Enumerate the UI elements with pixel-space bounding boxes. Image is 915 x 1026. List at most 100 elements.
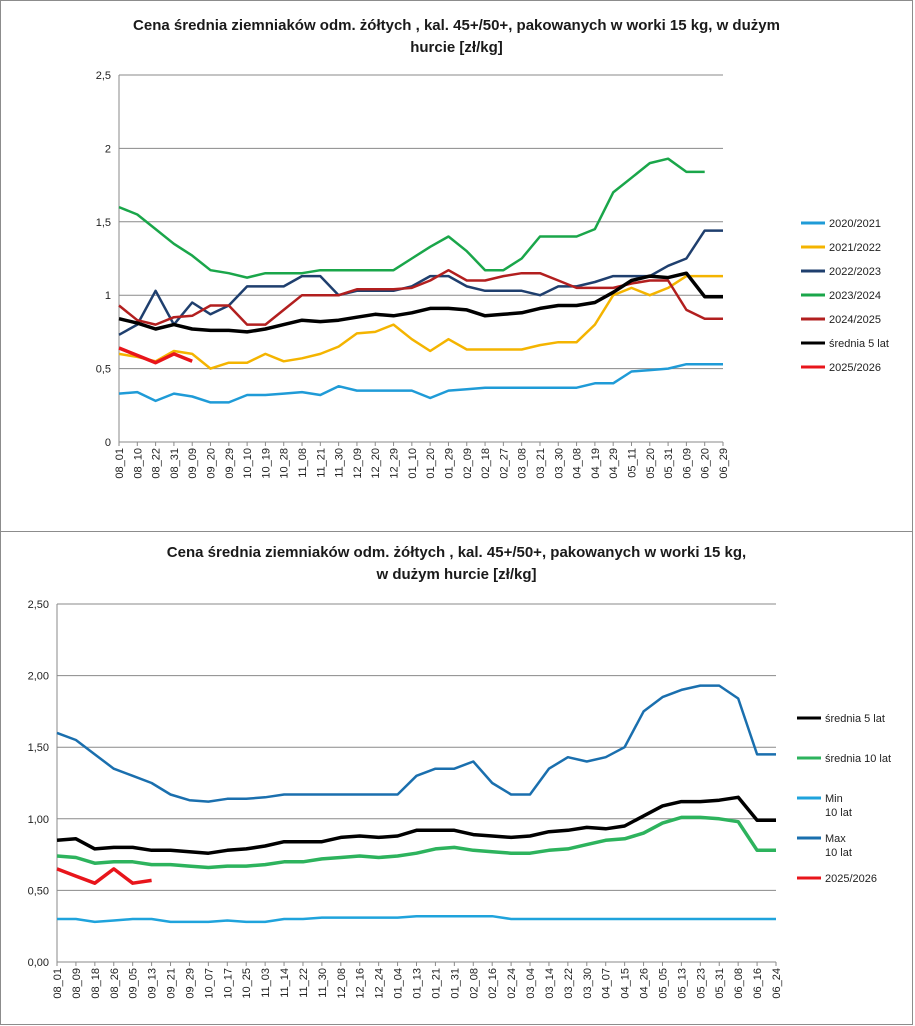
x-tick-label: 01_29 (443, 448, 455, 479)
chart-panel-1: Cena średnia ziemniaków odm. żółtych , k… (0, 0, 913, 532)
y-tick-label: 0,5 (96, 364, 111, 376)
x-tick-label: 08_18 (90, 968, 102, 999)
chart-panel-2: Cena średnia ziemniaków odm. żółtych , k… (0, 531, 913, 1025)
x-tick-label: 06_08 (733, 968, 745, 999)
chart-1-title-line1: Cena średnia ziemniaków odm. żółtych , k… (133, 17, 780, 34)
x-tick-label: 03_21 (535, 448, 547, 479)
y-tick-label: 1,5 (96, 217, 111, 229)
legend-label: 2023/2024 (829, 290, 881, 302)
x-tick-label: 04_29 (608, 448, 620, 479)
x-tick-label: 02_08 (468, 968, 480, 999)
x-tick-label: 04_07 (601, 968, 613, 999)
x-tick-label: 10_10 (242, 448, 254, 479)
x-tick-label: 06_29 (718, 448, 730, 479)
legend-label: Max (825, 833, 846, 845)
series-line-3 (56, 684, 776, 803)
x-tick-label: 06_16 (752, 968, 764, 999)
series-line-1 (56, 815, 776, 870)
x-tick-label: 04_19 (590, 448, 602, 479)
series-line-5 (118, 271, 723, 334)
x-tick-label: 01_21 (430, 968, 442, 999)
legend-label: 2025/2026 (829, 362, 881, 374)
x-tick-label: 01_31 (449, 968, 461, 999)
legend-label: średnia 10 lat (825, 753, 891, 765)
legend-label: 2021/2022 (829, 242, 881, 254)
x-tick-label: 05_23 (695, 968, 707, 999)
x-tick-label: 11_22 (298, 968, 310, 998)
x-tick-label: 11_21 (315, 448, 327, 478)
x-tick-label: 06_20 (700, 448, 712, 479)
x-tick-label: 02_09 (462, 448, 474, 479)
series-line-4 (118, 268, 723, 326)
x-tick-label: 09_29 (224, 448, 236, 479)
x-tick-label: 12_08 (336, 968, 348, 999)
chart-2-title-line2: w dużym hurcie [zł/kg] (376, 566, 537, 583)
x-tick-label: 04_26 (639, 968, 651, 999)
series-line-4 (56, 867, 152, 885)
chart-2-title: Cena średnia ziemniaków odm. żółtych , k… (1, 542, 912, 586)
series-line-0 (56, 795, 776, 855)
series-line-2 (118, 229, 723, 336)
x-tick-label: 10_25 (241, 968, 253, 999)
x-tick-label: 11_08 (297, 448, 309, 478)
series-line-3 (118, 157, 705, 279)
x-tick-label: 09_20 (206, 448, 218, 479)
x-tick-label: 11_30 (317, 968, 329, 998)
x-tick-label: 11_30 (334, 448, 346, 478)
x-tick-label: 04_08 (572, 448, 584, 479)
series-line-1 (118, 274, 723, 370)
x-tick-label: 06_09 (681, 448, 693, 479)
x-tick-label: 03_30 (582, 968, 594, 999)
x-tick-label: 02_16 (487, 968, 499, 999)
legend-label-line2: 10 lat (825, 807, 852, 819)
legend-label: średnia 5 lat (829, 338, 889, 350)
x-tick-label: 01_04 (393, 968, 405, 999)
x-tick-label: 05_11 (626, 448, 638, 478)
x-tick-label: 09_29 (184, 968, 196, 999)
x-tick-label: 12_16 (355, 968, 367, 999)
x-tick-label: 12_09 (352, 448, 364, 479)
series-line-6 (118, 346, 193, 365)
x-tick-label: 02_18 (480, 448, 492, 479)
y-tick-label: 0,00 (28, 957, 49, 969)
x-tick-label: 08_01 (52, 968, 64, 999)
chart-2-title-line1: Cena średnia ziemniaków odm. żółtych , k… (166, 544, 747, 561)
x-tick-label: 01_10 (407, 448, 419, 479)
x-tick-label: 12_29 (389, 448, 401, 479)
y-tick-label: 1,50 (28, 742, 49, 754)
chart-1-title: Cena średnia ziemniaków odm. żółtych , k… (1, 15, 912, 59)
chart-1-title-line2: hurcie [zł/kg] (410, 39, 503, 56)
chart-1-plot: 0 0,5 1 1,5 2 2,5 08_01 08_10 08_22 08_31 09_09 09_… (96, 70, 889, 479)
legend: 2020/2021 2021/2022 2022/2023 2023/2024 2024… (801, 218, 889, 374)
x-tick-label: 11_03 (260, 968, 272, 998)
x-tick-label: 10_28 (279, 448, 291, 479)
x-tick-label: 10_17 (222, 968, 234, 999)
x-tick-label: 04_15 (620, 968, 632, 999)
x-tick-label: 08_09 (71, 968, 83, 999)
series-line-2 (57, 914, 776, 924)
x-tick-label: 08_10 (132, 448, 144, 479)
x-tick-label: 03_08 (517, 448, 529, 479)
y-tick-label: 2,5 (96, 70, 111, 82)
legend-label-line2: 10 lat (825, 847, 852, 859)
x-tick-label: 09_09 (187, 448, 199, 479)
x-tick-label: 09_13 (147, 968, 159, 999)
legend: średnia 5 lat średnia 10 lat Min 10 lat Max 1… (797, 713, 891, 885)
legend-label: 2025/2026 (825, 873, 877, 885)
legend-label: 2020/2021 (829, 218, 881, 230)
x-tick-label: 05_20 (645, 448, 657, 479)
x-tick-label: 12_24 (374, 968, 386, 999)
y-tick-label: 0,50 (28, 885, 49, 897)
x-tick-label: 05_31 (714, 968, 726, 999)
x-tick-label: 01_13 (412, 968, 424, 999)
x-tick-label: 06_24 (771, 968, 783, 999)
x-tick-label: 02_27 (498, 448, 510, 479)
x-tick-label: 08_22 (151, 448, 163, 479)
x-tick-label: 05_13 (676, 968, 688, 999)
legend-label: Min (825, 793, 843, 805)
legend-label: 2022/2023 (829, 266, 881, 278)
legend-label: 2024/2025 (829, 314, 881, 326)
x-tick-label: 03_22 (563, 968, 575, 999)
x-tick-label: 11_14 (279, 968, 291, 998)
x-tick-label: 08_26 (109, 968, 121, 999)
